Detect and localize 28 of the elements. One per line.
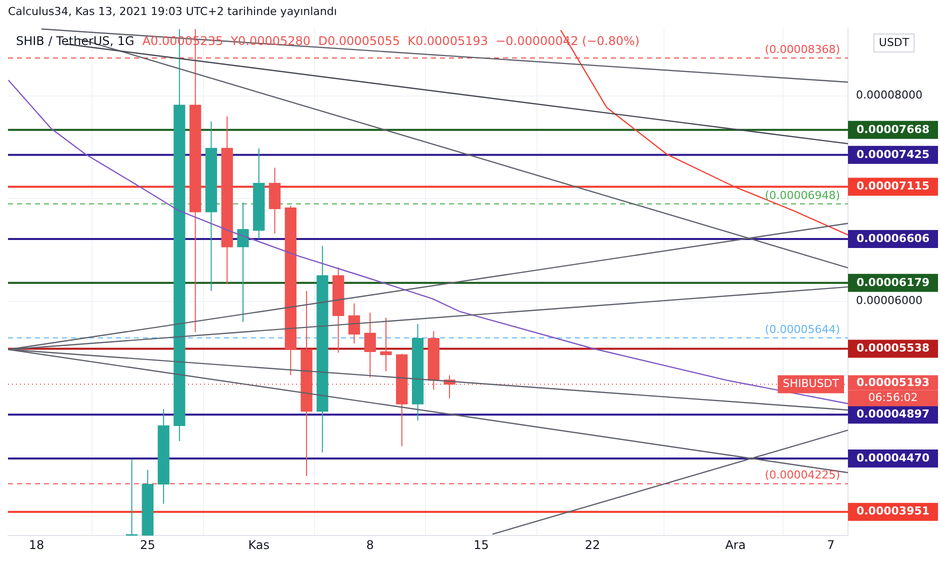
ref-line-label: 0.00003951 bbox=[856, 504, 930, 518]
ref-line-label: 0.00007115 bbox=[856, 180, 930, 193]
x-tick-label: 25 bbox=[140, 538, 156, 552]
ref-line-label: SHIBUSDT bbox=[782, 377, 840, 390]
ref-line-label: (0.00006948) bbox=[764, 188, 840, 202]
x-tick-label: 8 bbox=[366, 538, 374, 552]
ref-line-label: 0.00006606 bbox=[856, 232, 930, 245]
y-tick-label: 0.00006000 bbox=[856, 294, 922, 308]
x-tick-label: 18 bbox=[28, 538, 44, 552]
ref-line-label: 0.00007668 bbox=[856, 122, 930, 136]
text: Calculus34, Kas 13, 2021 19:03 UTC+2 tarihinde yayınlandı bbox=[8, 4, 337, 18]
ref-line-label: (0.00005644) bbox=[764, 322, 840, 336]
ref-line-label: 0.00004897 bbox=[856, 408, 930, 421]
x-tick-label: 7 bbox=[826, 538, 835, 552]
ref-line-label: 0.00007425 bbox=[856, 148, 930, 161]
ref-line-label: (0.00008368) bbox=[764, 42, 840, 56]
y-tick-label: 0.00008000 bbox=[856, 88, 922, 102]
x-tick-label: 22 bbox=[584, 538, 600, 552]
x-tick-label: Ara bbox=[725, 538, 746, 552]
ref-line-label: 0.00005538 bbox=[856, 342, 930, 355]
ref-line-label: 0.00004470 bbox=[856, 451, 930, 464]
ref-line-label: (0.00004225) bbox=[764, 468, 840, 482]
x-tick-label: Kas bbox=[248, 538, 270, 552]
y-axis-title: USDT bbox=[878, 36, 910, 49]
text: 06:56:02 bbox=[868, 391, 918, 404]
ref-line-label: 0.00006179 bbox=[856, 276, 930, 289]
x-tick-label: 15 bbox=[474, 538, 489, 552]
text: 0.00005193 bbox=[856, 376, 930, 390]
